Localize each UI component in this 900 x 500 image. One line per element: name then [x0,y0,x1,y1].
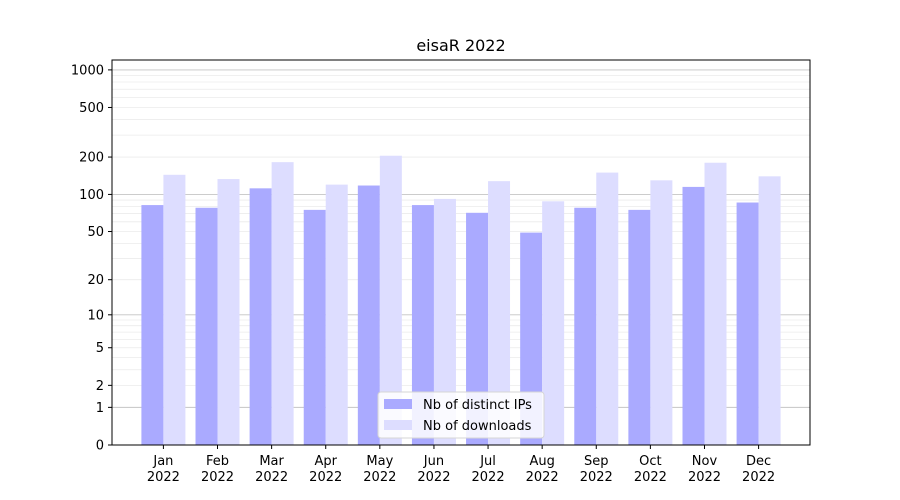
x-tick-label: Mar 2022 [255,454,288,485]
x-tick-label-line: 2022 [688,470,721,485]
x-tick-label-line: 2022 [201,470,234,485]
legend: Nb of distinct IPs Nb of downloads [377,391,545,439]
bar-downloads [379,155,402,445]
bar-distinct-ips [303,209,326,445]
x-tick-label: Jan 2022 [147,454,180,485]
bar-distinct-ips [574,207,597,445]
bar-distinct-ips [628,209,651,445]
bar-distinct-ips [466,212,489,445]
x-tick-label: Feb 2022 [201,454,234,485]
bar-downloads [325,184,348,445]
x-tick-label: Jun 2022 [417,454,450,485]
y-tick-label: 50 [87,225,104,240]
x-tick-label-line: Jan [152,454,173,469]
bar-distinct-ips [682,186,705,445]
chart-title: eisaR 2022 [416,36,505,55]
y-tick-label: 100 [79,188,104,203]
x-tick-label: Nov 2022 [688,454,721,485]
x-tick-label-line: Sep [584,454,609,469]
bar-downloads [433,198,456,445]
y-axis: 0 1 2 5 10 20 50 100 200 500 1000 [71,63,112,454]
x-tick-label-line: Oct [639,454,661,469]
bar-distinct-ips [357,185,380,445]
x-tick-label-line: Feb [206,454,229,469]
x-tick-label-line: May [366,454,393,469]
x-tick-label-line: 2022 [363,470,396,485]
x-tick-label-line: Aug [529,454,554,469]
x-tick-label-line: 2022 [742,470,775,485]
x-tick-label-line: 2022 [580,470,613,485]
y-tick-label: 1 [96,401,104,416]
x-tick-label-line: 2022 [309,470,342,485]
bar-distinct-ips [195,207,218,445]
legend-swatch [384,420,412,430]
x-tick-label-line: 2022 [472,470,505,485]
legend-label: Nb of distinct IPs [423,398,532,413]
bar-downloads [542,201,565,445]
x-tick-label-line: 2022 [526,470,559,485]
y-tick-label: 5 [96,341,104,356]
bar-downloads [488,181,511,445]
bar-downloads [704,162,727,446]
x-tick-label-line: Mar [259,454,284,469]
x-tick-label-line: Jul [479,454,496,469]
y-tick-label: 200 [79,151,104,166]
x-tick-label-line: Jun [423,454,444,469]
y-tick-label: 500 [79,101,104,116]
legend-swatch [384,399,412,409]
bar-downloads [650,180,673,445]
x-tick-label: Oct 2022 [634,454,667,485]
bar-distinct-ips [411,205,434,445]
plot-frame [111,59,811,446]
bar-downloads [217,179,240,445]
bars [141,155,781,446]
x-tick-label: Jul 2022 [472,454,505,485]
legend-box [377,391,545,439]
x-tick-label-line: 2022 [255,470,288,485]
bar-distinct-ips [736,202,759,445]
y-tick-label: 20 [87,273,104,288]
x-tick-label-line: Apr [314,454,337,469]
x-tick-label: Dec 2022 [742,454,775,485]
bar-downloads [758,176,781,445]
y-tick-label: 1000 [71,63,104,78]
bar-distinct-ips [141,205,164,445]
y-tick-label: 0 [96,439,104,454]
bar-downloads [271,162,294,445]
y-tick-label: 10 [87,308,104,323]
x-tick-label-line: Nov [692,454,718,469]
bar-distinct-ips [249,188,272,445]
legend-label: Nb of downloads [423,419,532,434]
x-tick-label-line: Dec [746,454,771,469]
x-tick-label: Aug 2022 [526,454,559,485]
x-tick-label-line: 2022 [417,470,450,485]
x-tick-label-line: 2022 [147,470,180,485]
x-tick-label-line: 2022 [634,470,667,485]
x-tick-label: May 2022 [363,454,396,485]
x-tick-label: Apr 2022 [309,454,342,485]
bar-downloads [163,174,186,445]
y-tick-label: 2 [96,379,104,394]
bar-downloads [596,172,619,445]
x-tick-label: Sep 2022 [580,454,613,485]
